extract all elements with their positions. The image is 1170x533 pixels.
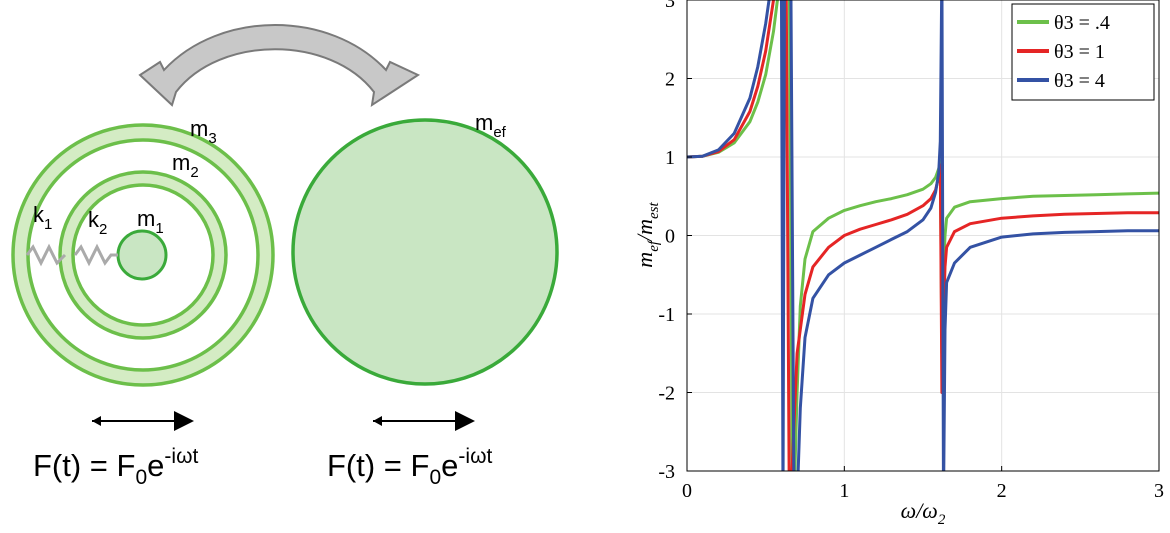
y-axis-label: mef/mest [632,201,662,267]
label-m1: m1 [137,206,164,237]
force-formula-left: F(t) = F0e-iωt [33,445,198,489]
label-mef: mef [475,110,507,141]
y-ticks: -3 -2 -1 0 1 2 3 [658,0,692,483]
label-m2: m2 [172,150,199,181]
x-ticks: 0 1 2 3 [682,466,1164,502]
y-tick-label: -1 [658,304,675,326]
label-k2: k2 [88,207,107,238]
curved-double-arrow-icon [138,24,421,108]
mass-in-mass-diagram: m3 m2 m1 k1 k2 mef F(t) = F0e-iωt F(t) =… [11,24,559,489]
legend: θ3 = .4 θ3 = 1 θ3 = 4 [1011,3,1155,101]
x-tick-label: 2 [997,480,1007,502]
series-group [687,0,1159,471]
x-tick-label: 1 [839,480,849,502]
series-line-3 [687,0,1159,471]
effective-mass-mef [291,118,559,386]
y-tick-label: -2 [658,383,675,405]
x-tick-label: 0 [682,480,692,502]
y-tick-label: 3 [665,0,675,12]
y-tick-label: 0 [665,226,675,248]
spring-k2 [73,243,118,267]
y-tick-label: 1 [665,147,675,169]
legend-entry: θ3 = .4 [1054,12,1110,34]
label-m3: m3 [190,116,217,147]
x-axis-label: ω/ω2 [901,498,946,528]
legend-entry: θ3 = 1 [1054,41,1105,63]
left-arrowhead-start [92,416,101,426]
legend-entry: θ3 = 4 [1054,70,1105,92]
y-tick-label: -3 [658,461,675,483]
spring-k1 [25,243,67,267]
series-line-2 [687,0,1159,471]
right-arrowhead-start [373,416,382,426]
series-line-1 [687,0,1159,471]
x-tick-label: 3 [1154,480,1164,502]
inner-mass-m1 [116,229,168,281]
label-k1: k1 [33,202,52,233]
force-formula-right: F(t) = F0e-iωt [327,445,492,489]
y-tick-label: 2 [665,69,675,91]
